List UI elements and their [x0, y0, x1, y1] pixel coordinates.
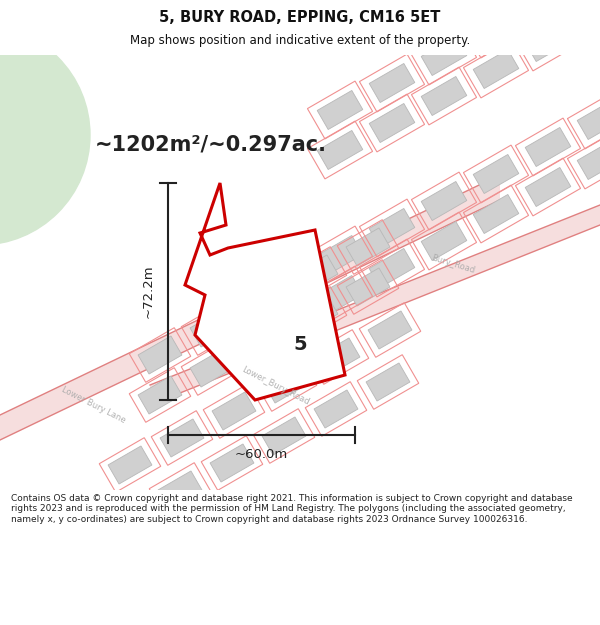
Polygon shape: [190, 309, 234, 347]
Polygon shape: [264, 365, 308, 403]
Polygon shape: [262, 417, 306, 455]
Text: 5: 5: [293, 336, 307, 354]
Polygon shape: [158, 471, 202, 509]
Polygon shape: [316, 338, 360, 376]
Polygon shape: [577, 0, 600, 34]
Polygon shape: [212, 392, 256, 430]
Polygon shape: [369, 209, 415, 248]
Polygon shape: [242, 322, 286, 360]
Text: Lower Bury Lane: Lower Bury Lane: [60, 385, 127, 425]
Polygon shape: [294, 295, 338, 333]
Polygon shape: [369, 64, 415, 102]
Polygon shape: [473, 9, 519, 49]
Polygon shape: [421, 221, 467, 261]
Text: Lower_Bury_Road: Lower_Bury_Road: [240, 365, 311, 407]
Polygon shape: [577, 141, 600, 179]
Polygon shape: [150, 205, 600, 405]
Polygon shape: [138, 376, 182, 414]
Polygon shape: [294, 255, 338, 293]
Polygon shape: [473, 194, 519, 234]
Polygon shape: [525, 168, 571, 206]
Polygon shape: [421, 36, 467, 76]
Polygon shape: [210, 444, 254, 482]
Polygon shape: [0, 175, 500, 440]
Polygon shape: [525, 127, 571, 166]
Text: ~60.0m: ~60.0m: [235, 449, 288, 461]
Polygon shape: [190, 349, 234, 387]
Text: 5, BURY ROAD, EPPING, CM16 5ET: 5, BURY ROAD, EPPING, CM16 5ET: [160, 10, 440, 25]
Text: Map shows position and indicative extent of the property.: Map shows position and indicative extent…: [130, 34, 470, 47]
Polygon shape: [421, 181, 467, 221]
Polygon shape: [368, 311, 412, 349]
Text: Bury_Road: Bury_Road: [430, 253, 476, 275]
Polygon shape: [346, 268, 390, 306]
Polygon shape: [317, 131, 363, 169]
Polygon shape: [473, 154, 519, 194]
Text: ~1202m²/~0.297ac.: ~1202m²/~0.297ac.: [95, 134, 327, 154]
Polygon shape: [160, 419, 204, 457]
Polygon shape: [242, 282, 286, 320]
Polygon shape: [525, 22, 571, 61]
Polygon shape: [421, 76, 467, 116]
Circle shape: [0, 25, 90, 245]
Polygon shape: [314, 390, 358, 428]
Polygon shape: [317, 236, 363, 274]
Polygon shape: [369, 104, 415, 142]
Polygon shape: [138, 336, 182, 374]
Text: ~72.2m: ~72.2m: [142, 265, 155, 318]
Polygon shape: [317, 91, 363, 129]
Polygon shape: [473, 49, 519, 89]
Polygon shape: [108, 446, 152, 484]
Polygon shape: [369, 249, 415, 288]
Polygon shape: [317, 276, 363, 314]
Text: Contains OS data © Crown copyright and database right 2021. This information is : Contains OS data © Crown copyright and d…: [11, 494, 572, 524]
Polygon shape: [346, 228, 390, 266]
Polygon shape: [525, 0, 571, 21]
Polygon shape: [577, 101, 600, 139]
Polygon shape: [185, 183, 345, 400]
Polygon shape: [366, 363, 410, 401]
